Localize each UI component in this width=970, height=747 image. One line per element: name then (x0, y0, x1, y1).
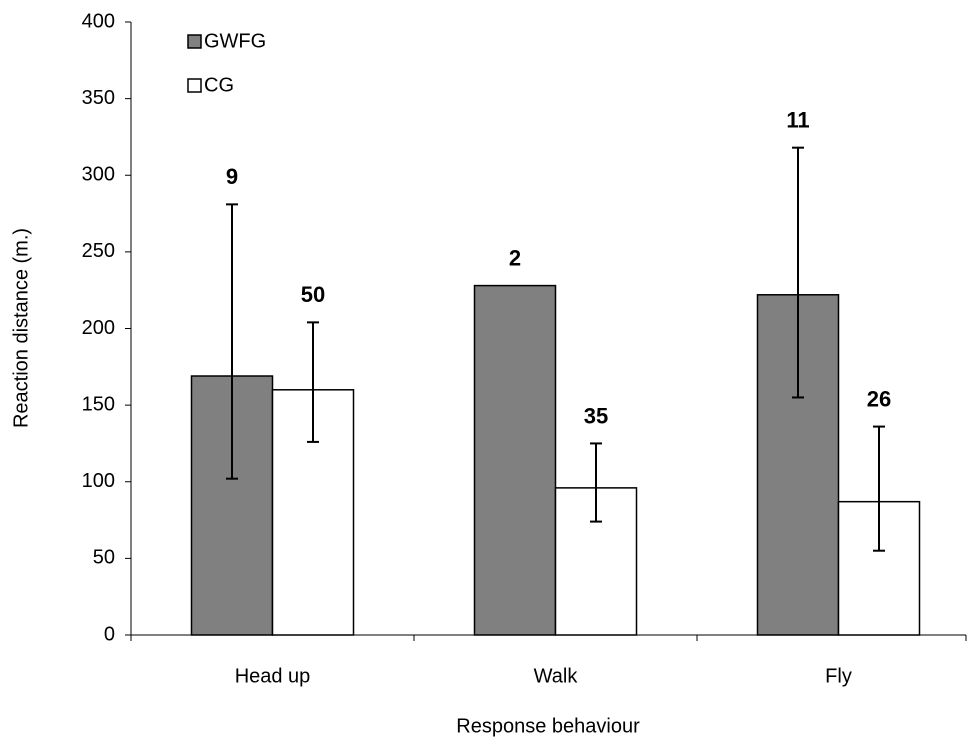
y-tick-label: 100 (82, 470, 115, 492)
y-tick-label: 400 (82, 10, 115, 32)
y-axis-title: Reaction distance (m.) (10, 228, 32, 428)
legend-swatch (187, 34, 202, 49)
sample-size-label: 50 (301, 282, 325, 307)
sample-size-label: 26 (867, 386, 891, 411)
sample-size-label: 9 (226, 164, 238, 189)
sample-size-label: 11 (786, 107, 809, 132)
y-tick-label: 350 (82, 87, 115, 109)
x-axis-title: Response behaviour (456, 715, 640, 737)
y-tick-label: 300 (82, 164, 115, 186)
y-tick-label: 200 (82, 317, 115, 339)
sample-size-label: 2 (509, 245, 521, 270)
y-tick-label: 0 (104, 623, 115, 645)
bar (473, 284, 557, 636)
error-bar (307, 321, 319, 443)
x-tick-label: Walk (534, 665, 579, 687)
y-tick-label: 250 (82, 240, 115, 262)
error-bar (226, 203, 238, 480)
y-tick-label: 50 (93, 547, 115, 569)
error-bar (873, 425, 885, 552)
error-bar (792, 146, 804, 399)
y-tick-label: 150 (82, 393, 115, 415)
sample-size-label: 35 (584, 403, 608, 428)
legend-swatch (187, 78, 202, 93)
legend-label: CG (204, 74, 234, 96)
legend-label: GWFG (204, 30, 266, 52)
x-tick-label: Fly (825, 665, 852, 687)
x-tick-label: Head up (235, 665, 311, 687)
error-bar (590, 442, 602, 523)
